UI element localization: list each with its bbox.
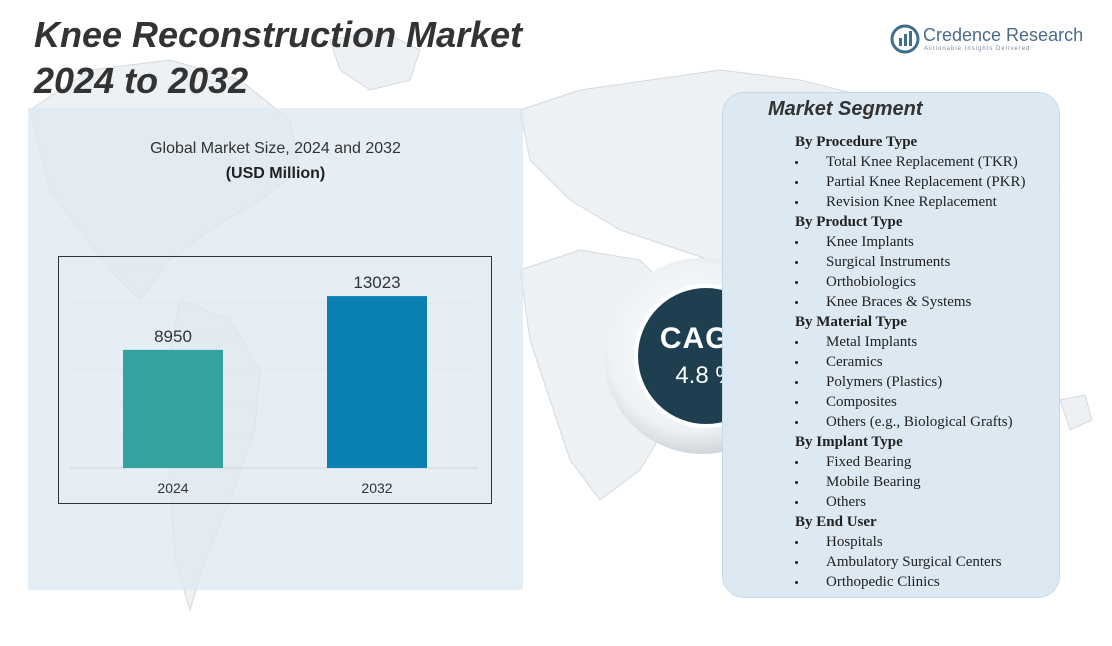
segment-list: By Procedure Type Total Knee Replacement … xyxy=(790,132,1058,592)
segment-item-list: Total Knee Replacement (TKR) Partial Knee… xyxy=(790,152,1058,212)
credence-logo-icon xyxy=(890,24,920,54)
segment-item: Surgical Instruments xyxy=(790,252,1058,272)
segment-item: Mobile Bearing xyxy=(790,472,1058,492)
x-tick-label: 2024 xyxy=(157,480,188,496)
segment-item: Composites xyxy=(790,392,1058,412)
chart-panel xyxy=(28,108,523,590)
segment-group: By Product Type Knee Implants Surgical Ins… xyxy=(790,212,1058,312)
segment-item: Partial Knee Replacement (PKR) xyxy=(790,172,1058,192)
chart-frame xyxy=(58,256,492,504)
segment-item: Total Knee Replacement (TKR) xyxy=(790,152,1058,172)
segment-group: By End User Hospitals Ambulatory Surgical … xyxy=(790,512,1058,592)
segment-group: By Material Type Metal Implants Ceramics Po… xyxy=(790,312,1058,432)
segment-group: By Implant Type Fixed Bearing Mobile Beari… xyxy=(790,432,1058,512)
page-title: Knee Reconstruction Market 2024 to 2032 xyxy=(34,12,522,104)
segment-item-list: Knee Implants Surgical Instruments Orthobi… xyxy=(790,232,1058,312)
title-line-2: 2024 to 2032 xyxy=(34,60,249,101)
bar-2024 xyxy=(123,349,223,468)
segment-item: Others xyxy=(790,492,1058,512)
brand-logo-block: Credence Research Actionable Insights De… xyxy=(890,24,1090,60)
bar-chart: 8950 2024 13023 2032 xyxy=(70,269,478,496)
segment-item: Knee Braces & Systems xyxy=(790,292,1058,312)
segment-group-title: By Product Type xyxy=(795,214,903,230)
segment-item: Ceramics xyxy=(790,352,1058,372)
segment-item: Knee Implants xyxy=(790,232,1058,252)
bar-2032 xyxy=(327,296,427,468)
segment-item: Fixed Bearing xyxy=(790,452,1058,472)
segment-item: Polymers (Plastics) xyxy=(790,372,1058,392)
data-label: 8950 xyxy=(154,327,192,346)
segment-item: Ambulatory Surgical Centers xyxy=(790,552,1058,572)
segment-item: Orthopedic Clinics xyxy=(790,572,1058,592)
segment-item-list: Metal Implants Ceramics Polymers (Plastics… xyxy=(790,332,1058,432)
title-line-1: Knee Reconstruction Market xyxy=(34,14,523,55)
market-segment-heading: Market Segment xyxy=(768,98,923,120)
chart-title: Global Market Size, 2024 and 2032 xyxy=(150,140,401,157)
segment-group-title: By Implant Type xyxy=(795,434,903,450)
x-tick-label: 2032 xyxy=(361,480,392,496)
segment-group-title: By Material Type xyxy=(795,314,907,330)
segment-item-list: Hospitals Ambulatory Surgical Centers Orth… xyxy=(790,532,1058,592)
brand-tagline: Actionable Insights Delivered xyxy=(924,46,1031,52)
segment-item: Others (e.g., Biological Grafts) xyxy=(790,412,1058,432)
chart-unit-label: (USD Million) xyxy=(225,165,326,182)
segment-item: Revision Knee Replacement xyxy=(790,192,1058,212)
market-segment-panel xyxy=(722,92,1060,598)
segment-group-title: By End User xyxy=(795,514,877,530)
data-label: 13023 xyxy=(353,273,400,292)
segment-group-title: By Procedure Type xyxy=(795,134,918,150)
segment-item: Orthobiologics xyxy=(790,272,1058,292)
segment-group: By Procedure Type Total Knee Replacement … xyxy=(790,132,1058,212)
segment-item: Metal Implants xyxy=(790,332,1058,352)
brand-name: Credence Research xyxy=(923,25,1084,45)
segment-item-list: Fixed Bearing Mobile Bearing Others xyxy=(790,452,1058,512)
segment-item: Hospitals xyxy=(790,532,1058,552)
